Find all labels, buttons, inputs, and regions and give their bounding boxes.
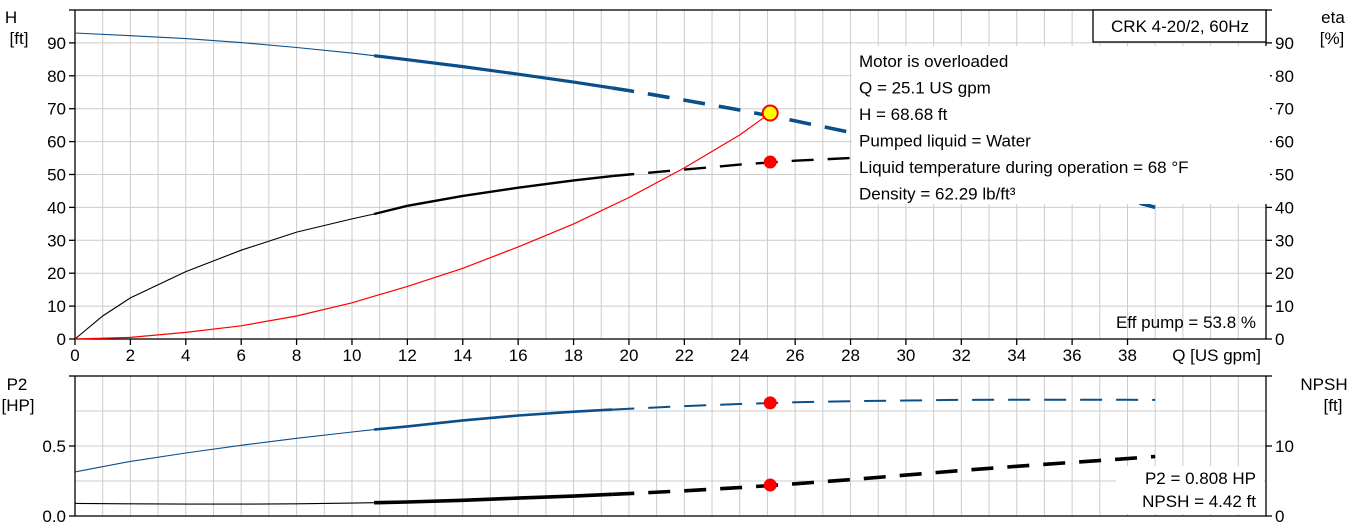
annotation-line: Pumped liquid = Water: [859, 132, 1031, 151]
x-tick-label: 26: [786, 346, 805, 365]
y-right-tick-label: 0: [1275, 330, 1284, 349]
annotation-line: NPSH = 4.42 ft: [1142, 492, 1256, 511]
x-tick-label: 30: [896, 346, 915, 365]
y-axis-label: H: [5, 8, 17, 27]
series-1-line-solid: [374, 492, 613, 505]
annotation-line: H = 68.68 ft: [859, 105, 948, 124]
y-tick-label: 40: [47, 198, 66, 217]
y-tick-label: 0: [57, 330, 66, 349]
y-right-tick-label: 30: [1275, 231, 1294, 250]
title-box: [1092, 9, 1267, 43]
y-right-tick-label: 10: [1275, 297, 1294, 316]
y-right-tick-label: 0: [1275, 507, 1284, 525]
y-tick-label: 90: [47, 34, 66, 53]
operating-point-efficiency: [763, 155, 777, 169]
x-tick-label: 8: [292, 346, 301, 365]
x-tick-label: 18: [564, 346, 583, 365]
x-tick-label: 6: [236, 346, 245, 365]
x-tick-label: 12: [398, 346, 417, 365]
eff-annotation: Eff pump = 53.8 %: [1116, 313, 1256, 332]
top-panel: 0 10 20 30 40 50 60 70 80 90 0 10 20 30 40 50 60 70 80 90 0 2…: [5, 8, 1345, 365]
y-right-tick-label: 80: [1275, 67, 1294, 86]
annotation-backdrop: [1116, 466, 1264, 514]
y-right-tick-label: 40: [1275, 198, 1294, 217]
x-tick-label: 36: [1063, 346, 1082, 365]
y-tick-label: 20: [47, 264, 66, 283]
y-right-tick-label: 90: [1275, 34, 1294, 53]
y-right-tick-label: 20: [1275, 264, 1294, 283]
y-tick-label: 0.5: [42, 437, 66, 456]
y-tick-label: 60: [47, 133, 66, 152]
y-right-tick-label: 50: [1275, 166, 1294, 185]
annotation-line: P2 = 0.808 HP: [1145, 469, 1256, 488]
x-tick-label: 32: [952, 346, 971, 365]
x-axis-label: Q [US gpm]: [1172, 346, 1261, 365]
y-right-tick-label: 10: [1275, 437, 1294, 456]
series-1-line-solid: [373, 174, 613, 216]
series-1-line-dashed: [612, 454, 1156, 497]
y-right-tick-label: 60: [1275, 133, 1294, 152]
series-0-line-thin: [74, 32, 375, 57]
x-tick-label: 38: [1118, 346, 1137, 365]
x-tick-label: 34: [1007, 346, 1026, 365]
x-tick-label: 20: [619, 346, 638, 365]
x-tick-label: 22: [675, 346, 694, 365]
annotation-line: Q = 25.1 US gpm: [859, 79, 991, 98]
series-0-line-solid: [373, 408, 613, 431]
y-right-axis-label-unit: [ft]: [1324, 396, 1343, 415]
annotation-line: Density = 62.29 lb/ft³: [859, 185, 1016, 204]
series-0-line-thin: [74, 429, 375, 473]
series-2-line: [74, 112, 771, 340]
y-right-axis-label-unit: [%]: [1320, 29, 1345, 48]
annotation-line: Liquid temperature during operation = 68…: [859, 158, 1189, 177]
chart-title: CRK 4-20/2, 60Hz: [1111, 17, 1249, 36]
y-tick-label: 0.0: [42, 507, 66, 525]
x-tick-label: 10: [343, 346, 362, 365]
operating-point-head: [761, 104, 779, 122]
y-axis-label-unit: [ft]: [10, 29, 29, 48]
annotation-backdrop: [852, 46, 1270, 204]
y-axis-label-unit: [HP]: [1, 396, 34, 415]
y-tick-label: 50: [47, 166, 66, 185]
x-tick-label: 16: [509, 346, 528, 365]
y-tick-label: 80: [47, 67, 66, 86]
operating-point-power: [763, 396, 777, 410]
y-axis-label: P2: [7, 375, 28, 394]
series-0-line-solid: [373, 54, 613, 90]
bottom-panel: 0.0 0.5 0 10 P2 [HP] NPSH [ft] P2 = 0.808 HP NPSH…: [1, 375, 1347, 525]
y-right-axis-label: NPSH: [1300, 375, 1347, 394]
x-tick-label: 2: [126, 346, 135, 365]
y-right-tick-label: 70: [1275, 100, 1294, 119]
x-tick-label: 14: [453, 346, 472, 365]
x-tick-label: 0: [70, 346, 79, 365]
y-tick-label: 30: [47, 231, 66, 250]
annotation-line: Motor is overloaded: [859, 52, 1008, 71]
x-tick-label: 4: [181, 346, 190, 365]
operating-point-npsh: [763, 478, 777, 492]
series-0-line-dashed: [612, 398, 1156, 411]
series-1-line-thin: [74, 213, 375, 340]
x-tick-label: 24: [730, 346, 749, 365]
y-tick-label: 70: [47, 100, 66, 119]
x-tick-label: 28: [841, 346, 860, 365]
y-tick-label: 10: [47, 297, 66, 316]
y-right-axis-label: eta: [1321, 8, 1345, 27]
series-1-line-thin: [74, 502, 375, 505]
